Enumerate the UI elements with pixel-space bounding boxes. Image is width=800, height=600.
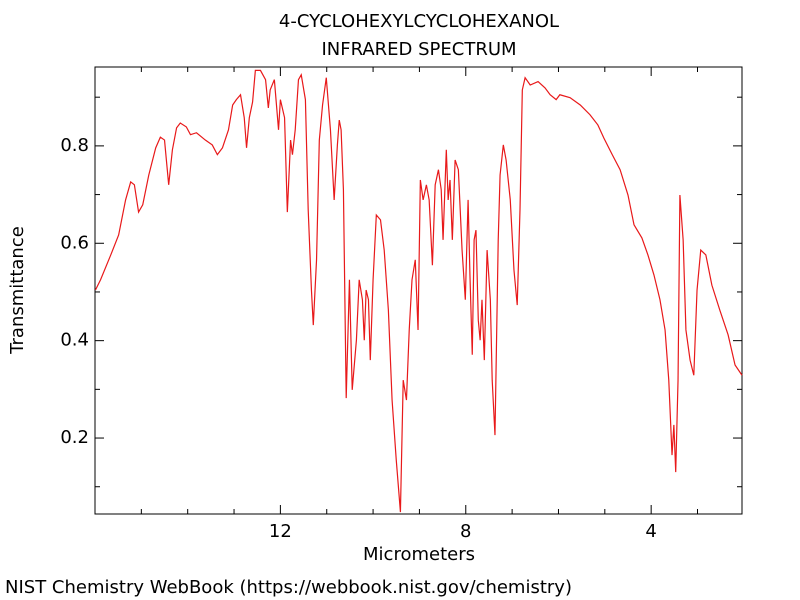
x-tick-label: 4 [645,521,656,542]
plot-frame [94,66,743,515]
x-tick-label: 12 [269,521,292,542]
chart-title: 4-CYCLOHEXYLCYCLOHEXANOL [279,11,559,32]
chart-subtitle: INFRARED SPECTRUM [321,39,516,60]
x-tick-label: 8 [460,521,471,542]
x-axis-label: Micrometers [363,544,475,565]
spectrum-line [94,69,743,513]
y-tick-label: 0.8 [60,135,89,156]
y-tick-label: 0.4 [60,330,89,351]
y-tick-label: 0.6 [60,232,89,253]
source-note: NIST Chemistry WebBook (https://webbook.… [5,577,572,598]
y-axis-label: Transmittance [7,226,28,355]
y-tick-label: 0.2 [60,427,89,448]
